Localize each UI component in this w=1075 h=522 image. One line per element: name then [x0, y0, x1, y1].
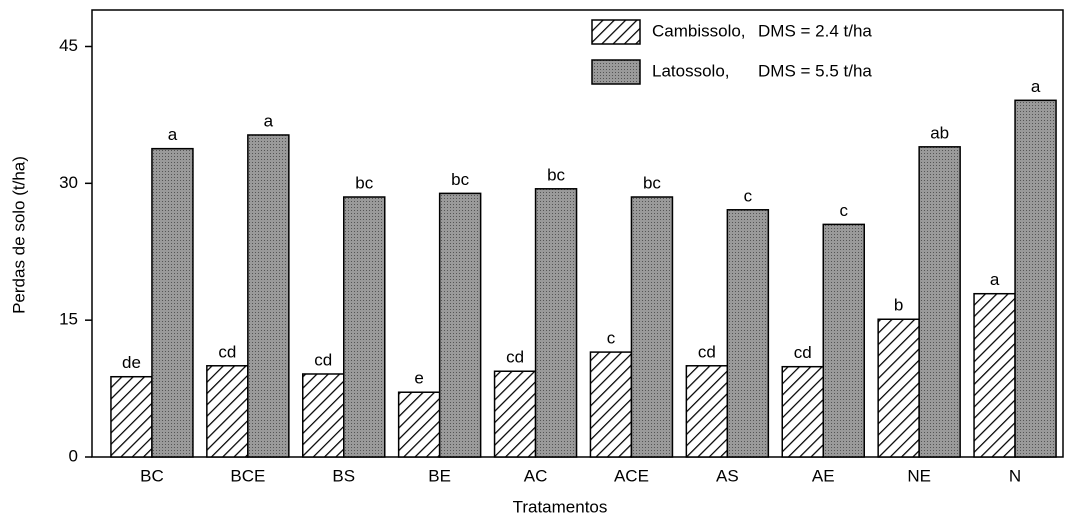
value-label: de — [122, 353, 141, 372]
bar — [726, 209, 770, 458]
bar — [589, 351, 633, 458]
bar — [918, 146, 961, 458]
x-tick-label: BE — [428, 466, 451, 485]
bar — [343, 196, 386, 458]
bar — [685, 365, 729, 458]
x-tick-label: AS — [716, 466, 739, 485]
value-label: c — [607, 329, 616, 348]
x-tick-label: BCE — [230, 466, 265, 485]
bar — [247, 134, 290, 458]
bar — [110, 375, 153, 458]
bar — [534, 188, 578, 458]
x-tick-label: BS — [332, 466, 355, 485]
value-label: cd — [698, 342, 716, 361]
legend-swatch — [591, 19, 641, 45]
x-tick-label: NE — [907, 466, 931, 485]
bar — [493, 370, 537, 458]
value-label: a — [1031, 77, 1041, 96]
value-label: b — [894, 296, 903, 315]
y-tick-label: 45 — [59, 36, 78, 55]
bar — [206, 365, 249, 458]
bar — [397, 391, 441, 458]
legend-dms: DMS = 2.4 t/ha — [758, 21, 872, 40]
bar — [302, 373, 345, 458]
plot-frame — [91, 9, 1064, 458]
value-label: a — [990, 270, 1000, 289]
value-label: cd — [314, 350, 332, 369]
legend-dms: DMS = 5.5 t/ha — [758, 61, 872, 80]
value-label: bc — [451, 170, 469, 189]
bar — [877, 318, 920, 458]
value-label: a — [264, 111, 274, 130]
x-tick-label: N — [1009, 466, 1021, 485]
y-tick-label: 30 — [59, 173, 78, 192]
value-label: e — [414, 369, 423, 388]
legend-label: Cambissolo, — [652, 21, 746, 40]
bar — [1014, 99, 1057, 458]
value-label: c — [744, 186, 753, 205]
value-label: cd — [506, 348, 524, 367]
value-label: cd — [794, 343, 812, 362]
bar — [630, 196, 674, 458]
x-axis-label: Tratamentos — [513, 497, 608, 516]
value-label: bc — [355, 173, 373, 192]
value-label: c — [840, 201, 849, 220]
y-axis-label: Perdas de solo (t/ha) — [9, 156, 28, 314]
bar — [438, 192, 482, 458]
legend-swatch — [591, 59, 641, 85]
x-tick-label: AC — [524, 466, 548, 485]
x-tick-label: AE — [812, 466, 835, 485]
y-tick-label: 0 — [69, 446, 78, 465]
value-label: bc — [643, 173, 661, 192]
x-tick-label: ACE — [614, 466, 649, 485]
legend-label: Latossolo, — [652, 61, 730, 80]
value-label: ab — [930, 123, 949, 142]
y-tick-label: 15 — [59, 310, 78, 329]
value-label: a — [168, 125, 178, 144]
bar — [151, 147, 194, 458]
x-tick-label: BC — [140, 466, 164, 485]
value-label: bc — [547, 165, 565, 184]
bar — [781, 365, 824, 458]
value-label: cd — [218, 342, 236, 361]
bar — [973, 292, 1016, 458]
bar — [822, 223, 865, 458]
